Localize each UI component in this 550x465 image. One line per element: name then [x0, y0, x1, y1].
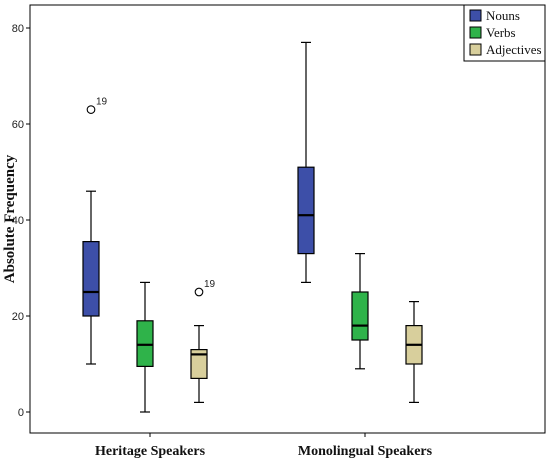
x-axis-ticks: Heritage Speakers Monolingual Speakers	[95, 433, 433, 459]
y-axis-ticks: 0 20 40 60 80	[12, 23, 30, 419]
y-tick-label: 60	[12, 119, 24, 131]
legend-label-adjectives: Adjectives	[486, 42, 542, 57]
box-nouns-monolingual	[297, 41, 315, 283]
legend-swatch-adjectives	[469, 43, 482, 56]
box-nouns-heritage: 19	[82, 97, 108, 365]
box-verbs-heritage	[136, 281, 154, 413]
outlier-point	[86, 105, 96, 114]
iqr-box	[190, 349, 208, 380]
legend-swatch-nouns	[469, 9, 482, 22]
x-category-label: Monolingual Speakers	[298, 444, 433, 459]
legend-label-nouns: Nouns	[486, 8, 520, 23]
y-axis-title: Absolute Frequency	[2, 154, 18, 283]
box-adjectives-monolingual	[405, 301, 423, 403]
box-verbs-monolingual	[351, 253, 369, 370]
legend-swatch-verbs	[469, 26, 482, 39]
y-tick-label: 40	[12, 215, 24, 227]
iqr-box	[297, 166, 315, 255]
y-tick-label: 0	[18, 407, 24, 419]
x-category-label: Heritage Speakers	[95, 444, 206, 459]
outlier-label: 19	[96, 97, 108, 108]
outlier-label: 19	[204, 279, 216, 290]
legend: Nouns Verbs Adjectives	[463, 4, 546, 62]
legend-label-verbs: Verbs	[486, 25, 516, 40]
iqr-box	[351, 291, 369, 341]
iqr-box	[82, 241, 100, 317]
y-tick-label: 20	[12, 311, 24, 323]
plot-frame	[29, 4, 546, 434]
iqr-box	[136, 320, 154, 367]
y-tick-label: 80	[12, 23, 24, 35]
box-adjectives-heritage: 19	[190, 279, 216, 403]
outlier-point	[194, 287, 204, 297]
